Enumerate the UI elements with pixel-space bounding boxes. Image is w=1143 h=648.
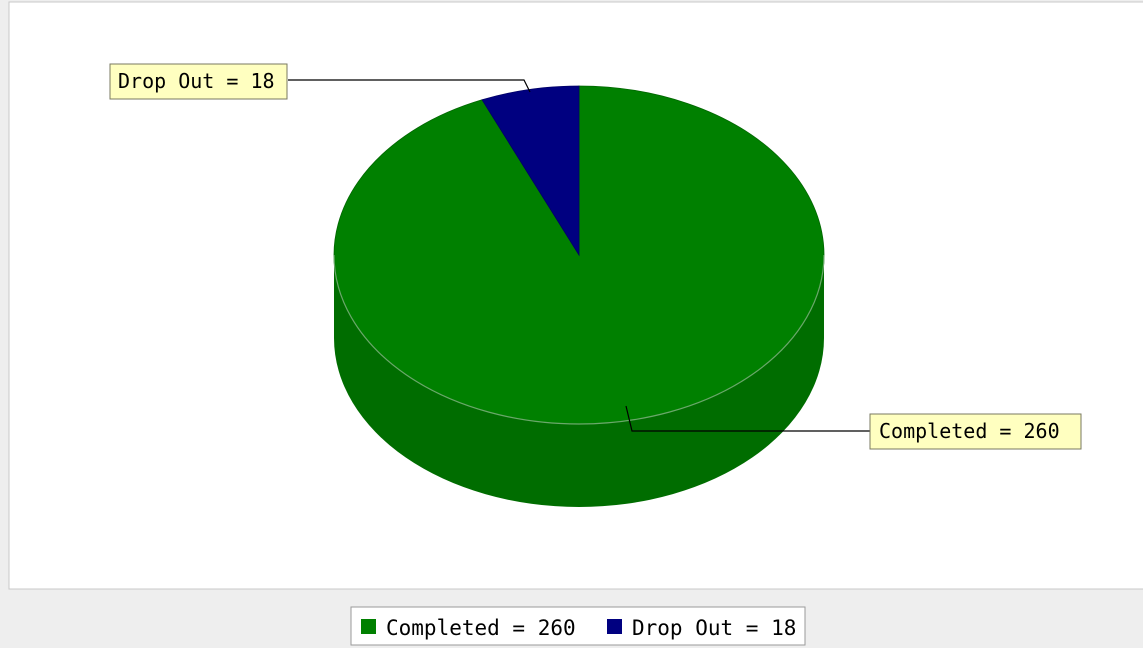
slice-label-completed-text: Completed = 260 — [879, 419, 1060, 443]
slice-label-drop-out-text: Drop Out = 18 — [118, 69, 275, 93]
legend-label-completed: Completed = 260 — [386, 616, 576, 640]
pie-group — [334, 86, 824, 507]
legend-label-drop-out: Drop Out = 18 — [632, 616, 796, 640]
legend: Completed = 260 Drop Out = 18 — [351, 607, 805, 645]
legend-swatch-drop-out — [607, 619, 622, 634]
legend-swatch-completed — [361, 619, 376, 634]
